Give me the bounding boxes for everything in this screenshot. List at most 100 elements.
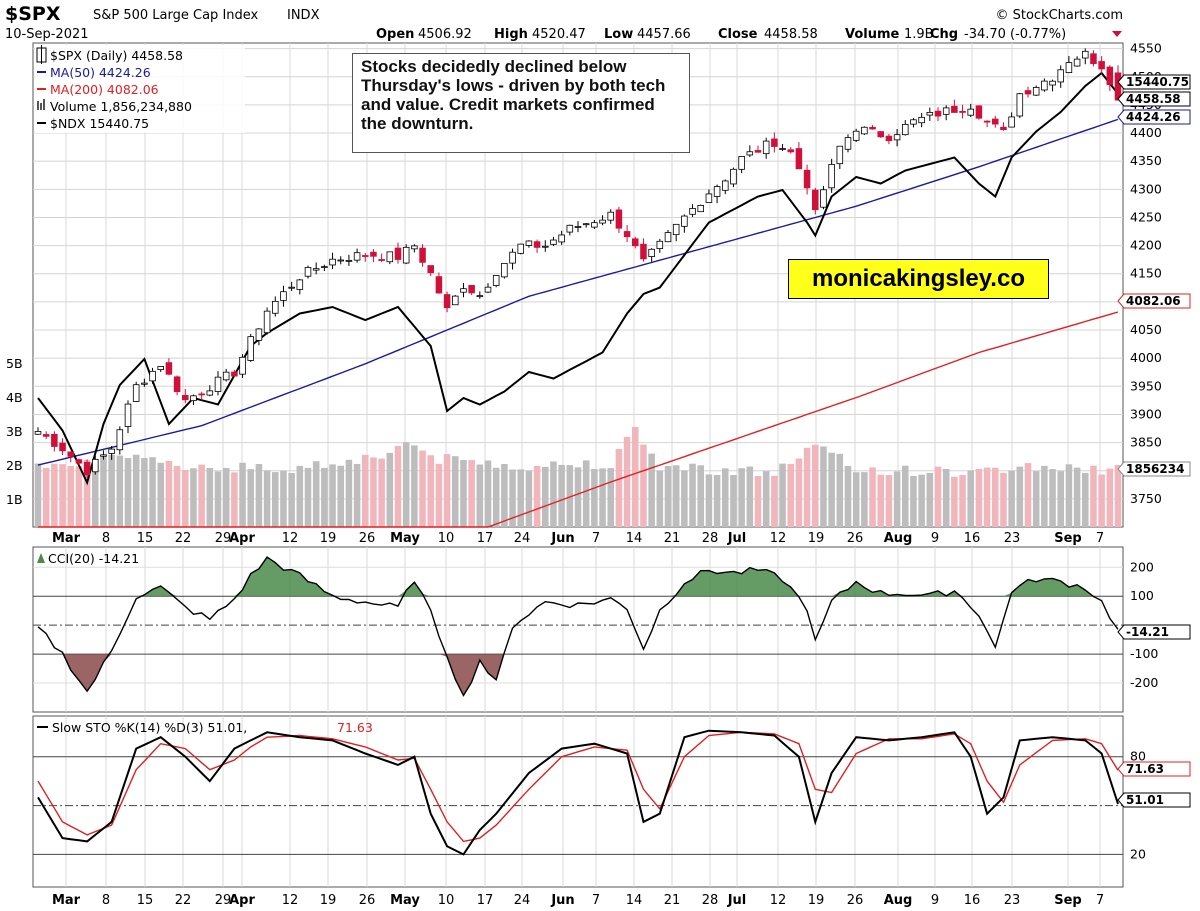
candle-body [443, 294, 451, 309]
volume-tick-label: 1B [6, 492, 23, 507]
price-tags: 15440.75 4458.58 4424.26 4082.06 1856234 -14.… [1117, 74, 1191, 808]
price-tick-label: 4250 [1130, 209, 1162, 224]
volume-bar [632, 426, 639, 527]
x-tick-label: 23 [1004, 531, 1021, 546]
volume-bar [582, 460, 590, 527]
volume-bar [1024, 463, 1032, 527]
annotation-box: Stocks decidedly declined below Thursday… [352, 53, 690, 153]
candle-body [623, 231, 631, 238]
candle-body [452, 295, 459, 306]
candle-body [182, 395, 189, 401]
x-tick-label: 10 [438, 893, 455, 908]
volume-bar [836, 453, 844, 527]
candle-body [411, 245, 418, 250]
candle-body [558, 234, 565, 243]
x-tick-label: Jun [550, 893, 574, 908]
volume-bar [959, 474, 966, 527]
volume-bar [746, 466, 754, 527]
high-value: 4520.47 [532, 27, 586, 42]
x-tick-label: 19 [808, 893, 825, 908]
volume-bar [942, 469, 950, 527]
volume-bar [411, 445, 418, 527]
x-tick-label: 22 [175, 893, 192, 908]
volume-bar [83, 459, 91, 527]
tag-ndx-box [1117, 74, 1191, 90]
candle-body [214, 376, 222, 392]
volume-bar [828, 452, 835, 527]
volume-bar [787, 463, 794, 527]
candle-body [672, 223, 680, 236]
tag-sto-k: 51.01 [1126, 793, 1164, 807]
candle-body [157, 366, 164, 370]
candle-body [574, 226, 582, 228]
price-tick-label: 4200 [1130, 238, 1162, 253]
x-tick-label: 16 [964, 893, 981, 908]
candle-body [83, 461, 91, 476]
x-tick-label: 24 [514, 531, 531, 546]
volume-bar [926, 472, 934, 527]
candle-body [746, 151, 754, 156]
candle-body [51, 433, 58, 447]
candle-body [222, 371, 230, 381]
volume-bar [239, 462, 246, 527]
volume-bar [42, 467, 50, 527]
candle-body [476, 295, 484, 298]
candle-body [967, 108, 974, 116]
volume-bar [255, 464, 263, 527]
x-tick-label: 28 [702, 531, 719, 546]
x-tick-label: 16 [964, 531, 981, 546]
candle-body [615, 209, 623, 229]
candle-body [141, 382, 148, 385]
candle-body [255, 328, 263, 341]
cci-tick-label: -200 [1130, 675, 1158, 690]
volume-bar [877, 474, 884, 527]
tag-sto-d: 71.63 [1126, 762, 1164, 776]
tag-ma50: 4424.26 [1126, 110, 1181, 124]
volume-bar [206, 467, 214, 527]
candle-body [885, 135, 893, 142]
volume-bar [353, 463, 361, 527]
candle-body [149, 370, 156, 382]
candle-body [370, 251, 377, 257]
candle-body [893, 134, 901, 141]
volume-bar [59, 464, 66, 527]
volume-bar [640, 444, 647, 527]
tag-ma50-box [1117, 109, 1191, 125]
tag-volume: 1856234 [1126, 462, 1184, 476]
x-tick-label: 15 [137, 531, 154, 546]
candle-body [435, 276, 443, 294]
candle-body [902, 123, 909, 136]
cci-overbought-area [38, 557, 1118, 597]
volume-bar [615, 449, 623, 527]
candle-body [795, 148, 803, 170]
volume-bar [435, 463, 443, 527]
x-tick-label: 12 [770, 893, 787, 908]
tag-cci: -14.21 [1126, 625, 1169, 639]
x-tick-label: 29 [215, 893, 232, 908]
candle-body [697, 205, 704, 213]
volume-bar [1098, 474, 1105, 527]
cci-polyline [37, 556, 1119, 697]
candle-body [533, 241, 541, 248]
sto-tick-label: 20 [1130, 846, 1146, 861]
candle-body [460, 288, 467, 293]
candle-body [1090, 53, 1097, 64]
volume-bar [550, 461, 557, 527]
close-value: 4458.58 [764, 27, 818, 42]
volume-bar [762, 471, 770, 527]
x-tick-label: Mar [52, 893, 81, 908]
volume-bar [1090, 465, 1097, 527]
volume-bar [869, 467, 876, 527]
volume-bar [517, 469, 524, 527]
candle-body [926, 112, 934, 116]
volume-bar [975, 469, 983, 527]
x-tick-label: 19 [320, 893, 337, 908]
candle-body [1106, 66, 1114, 86]
x-tick-label: Mar [52, 531, 81, 546]
volume-bar [296, 465, 304, 527]
sto-legend-d: 71.63 [337, 720, 373, 735]
candle-body [517, 243, 524, 254]
candle-body [582, 223, 590, 226]
volume-bar [656, 470, 664, 527]
volume-bar [951, 476, 958, 527]
